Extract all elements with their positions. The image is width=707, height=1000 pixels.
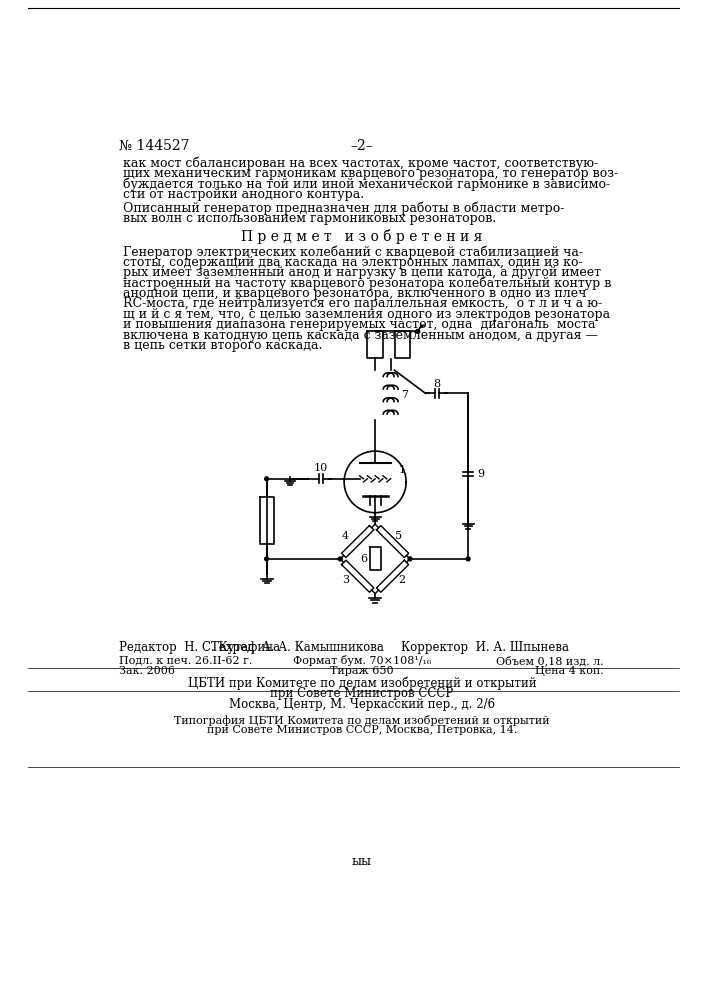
Text: при Совете Министров СССР, Москва, Петровка, 14.: при Совете Министров СССР, Москва, Петро… <box>206 725 517 735</box>
Text: 3: 3 <box>342 575 349 585</box>
Text: П р е д м е т   и з о б р е т е н и я: П р е д м е т и з о б р е т е н и я <box>241 229 483 244</box>
Text: Объем 0,18 изд. л.: Объем 0,18 изд. л. <box>496 655 604 666</box>
Text: ЦБТИ при Комитете по делам изобретений и открытий: ЦБТИ при Комитете по делам изобретений и… <box>187 677 537 690</box>
Text: –2–: –2– <box>351 139 373 153</box>
Text: Тираж 650: Тираж 650 <box>330 666 394 676</box>
Text: 1: 1 <box>399 465 406 475</box>
Text: включена в катодную цепь каскада с заземленным анодом, а другая —: включена в катодную цепь каскада с зазем… <box>123 329 598 342</box>
Text: буждается только на той или иной механической гармонике в зависимо-: буждается только на той или иной механич… <box>123 178 610 191</box>
Text: настроенный на частоту кварцевого резонатора колебательный контур в: настроенный на частоту кварцевого резона… <box>123 277 612 290</box>
Circle shape <box>264 557 269 561</box>
Text: Описанный генератор предназначен для работы в области метро-: Описанный генератор предназначен для раб… <box>123 202 565 215</box>
Text: Формат бум. 70×108¹/₁₆: Формат бум. 70×108¹/₁₆ <box>293 655 431 666</box>
Text: Подл. к печ. 26.II-62 г.: Подл. к печ. 26.II-62 г. <box>119 655 252 665</box>
Text: 8: 8 <box>433 379 440 389</box>
Text: вых волн с использованием гармониковых резонаторов.: вых волн с использованием гармониковых р… <box>123 212 496 225</box>
Text: Зак. 2006: Зак. 2006 <box>119 666 175 676</box>
Circle shape <box>264 477 269 481</box>
Polygon shape <box>344 451 406 513</box>
Text: 10: 10 <box>314 463 328 473</box>
Text: ыы: ыы <box>352 855 372 868</box>
Text: Корректор  И. А. Шпынева: Корректор И. А. Шпынева <box>401 641 569 654</box>
Text: при Совете Министров СССР: при Совете Министров СССР <box>270 687 454 700</box>
Text: щ и й с я тем, что, с целью заземления одного из электродов резонатора: щ и й с я тем, что, с целью заземления о… <box>123 308 610 321</box>
Text: 7: 7 <box>401 390 408 400</box>
Text: сти от настройки анодного контура.: сти от настройки анодного контура. <box>123 188 364 201</box>
Text: 6: 6 <box>360 554 367 564</box>
Circle shape <box>339 557 342 561</box>
Text: и повышения диапазона генерируемых частот, одна  диагональ  моста: и повышения диапазона генерируемых часто… <box>123 318 596 331</box>
Text: Типография ЦБТИ Комитета по делам изобретений и открытий: Типография ЦБТИ Комитета по делам изобре… <box>174 715 550 726</box>
Text: анодной цепи, и кварцевого резонатора, включенного в одно из плеч: анодной цепи, и кварцевого резонатора, в… <box>123 287 587 300</box>
Text: в цепь сетки второго каскада.: в цепь сетки второго каскада. <box>123 339 322 352</box>
Text: стоты, содержащий два каскада на электронных лампах, один из ко-: стоты, содержащий два каскада на электро… <box>123 256 583 269</box>
Text: как мост сбалансирован на всех частотах, кроме частот, соответствую-: как мост сбалансирован на всех частотах,… <box>123 157 599 170</box>
Text: 4: 4 <box>342 531 349 541</box>
Text: RC-моста, где нейтрализуется его параллельная емкость,  о т л и ч а ю-: RC-моста, где нейтрализуется его паралле… <box>123 297 602 310</box>
Text: Редактор  Н. С. Кутафина: Редактор Н. С. Кутафина <box>119 641 281 654</box>
Circle shape <box>416 329 420 333</box>
Text: щих механическим гармоникам кварцевого резонатора, то генератор воз-: щих механическим гармоникам кварцевого р… <box>123 167 619 180</box>
Text: 9: 9 <box>477 469 484 479</box>
Text: Москва, Центр, М. Черкасский пер., д. 2/6: Москва, Центр, М. Черкасский пер., д. 2/… <box>229 698 495 711</box>
Circle shape <box>408 557 412 561</box>
Text: 2: 2 <box>399 575 406 585</box>
Text: Техред  А. А. Камышникова: Техред А. А. Камышникова <box>211 641 384 654</box>
Text: рых имеет заземленный анод и нагрузку в цепи катода, а другой имеет: рых имеет заземленный анод и нагрузку в … <box>123 266 601 279</box>
Text: Генератор электрических колебаний с кварцевой стабилизацией ча-: Генератор электрических колебаний с квар… <box>123 246 583 259</box>
Circle shape <box>466 557 470 561</box>
Text: № 144527: № 144527 <box>119 139 190 153</box>
Text: Цена 4 коп.: Цена 4 коп. <box>535 666 604 676</box>
Text: 5: 5 <box>395 531 402 541</box>
